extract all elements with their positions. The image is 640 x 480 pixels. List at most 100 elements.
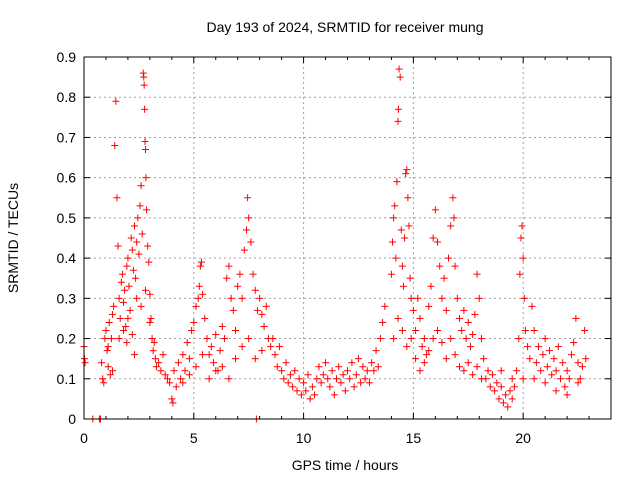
data-point [561,383,569,391]
data-point [513,367,521,375]
data-point [129,266,137,274]
data-point [258,347,266,355]
data-point [517,234,525,242]
data-point [541,335,549,343]
data-point [136,202,144,210]
data-point [399,282,407,290]
data-point [510,383,518,391]
data-point [559,359,567,367]
y-tick-label: 0 [68,411,76,427]
data-point [466,343,474,351]
data-point [451,351,459,359]
data-point [395,65,403,73]
data-point [447,222,455,230]
data-point [393,178,401,186]
data-point [519,375,527,383]
data-point [420,359,428,367]
data-point [244,194,252,202]
data-point [151,355,159,363]
data-point [145,258,153,266]
data-point [406,274,414,282]
data-point [402,170,410,178]
data-point [194,294,202,302]
data-point [370,367,378,375]
data-point [236,270,244,278]
data-point [458,327,466,335]
data-point [425,347,433,355]
data-point [313,375,321,383]
data-point [234,282,242,290]
data-point [440,274,448,282]
data-point [166,379,174,387]
data-point [449,194,457,202]
data-point [286,371,294,379]
data-point [473,363,481,371]
data-point [372,347,380,355]
data-point [535,343,543,351]
data-point [107,335,115,343]
data-point [110,302,118,310]
data-point [574,379,582,387]
data-point [100,379,108,387]
data-point [416,314,424,322]
data-point [497,367,505,375]
data-point [245,335,253,343]
data-point [140,81,148,89]
y-tick-label: 0.4 [57,250,77,266]
data-point [359,363,367,371]
data-point [247,238,255,246]
data-point [328,367,336,375]
data-point [124,254,132,262]
data-point [212,367,220,375]
data-point [223,274,231,282]
data-point [445,254,453,262]
data-point [188,327,196,335]
data-point [157,367,165,375]
data-point [102,327,110,335]
data-point [425,302,433,310]
data-point [392,254,400,262]
data-point [111,141,119,149]
data-point [390,214,398,222]
data-point [280,375,288,383]
data-point [447,335,455,343]
data-point [550,355,558,363]
data-point [225,375,233,383]
y-tick-label: 0.6 [57,170,77,186]
data-point [135,250,143,258]
data-point [460,306,468,314]
data-point [260,322,268,330]
data-point [112,97,120,105]
data-point [238,343,246,351]
data-point [127,234,135,242]
data-point [308,383,316,391]
data-point [480,355,488,363]
data-point [146,318,154,326]
data-point [115,294,123,302]
data-point [368,359,376,367]
data-point [225,262,233,270]
data-point [394,117,402,125]
data-point [210,359,218,367]
data-point [185,371,193,379]
data-point [262,302,270,310]
data-point [317,379,325,387]
data-point [516,270,524,278]
data-point [404,194,412,202]
data-point [120,298,128,306]
data-point [407,335,415,343]
data-point [113,194,121,202]
data-point [218,363,226,371]
data-point [499,399,507,407]
data-point [99,375,107,383]
data-point [218,322,226,330]
data-point [469,331,477,339]
data-point [357,379,365,387]
data-point [460,367,468,375]
data-point [491,387,499,395]
data-point [488,371,496,379]
data-point [379,318,387,326]
data-point [394,314,402,322]
data-point [196,262,204,270]
